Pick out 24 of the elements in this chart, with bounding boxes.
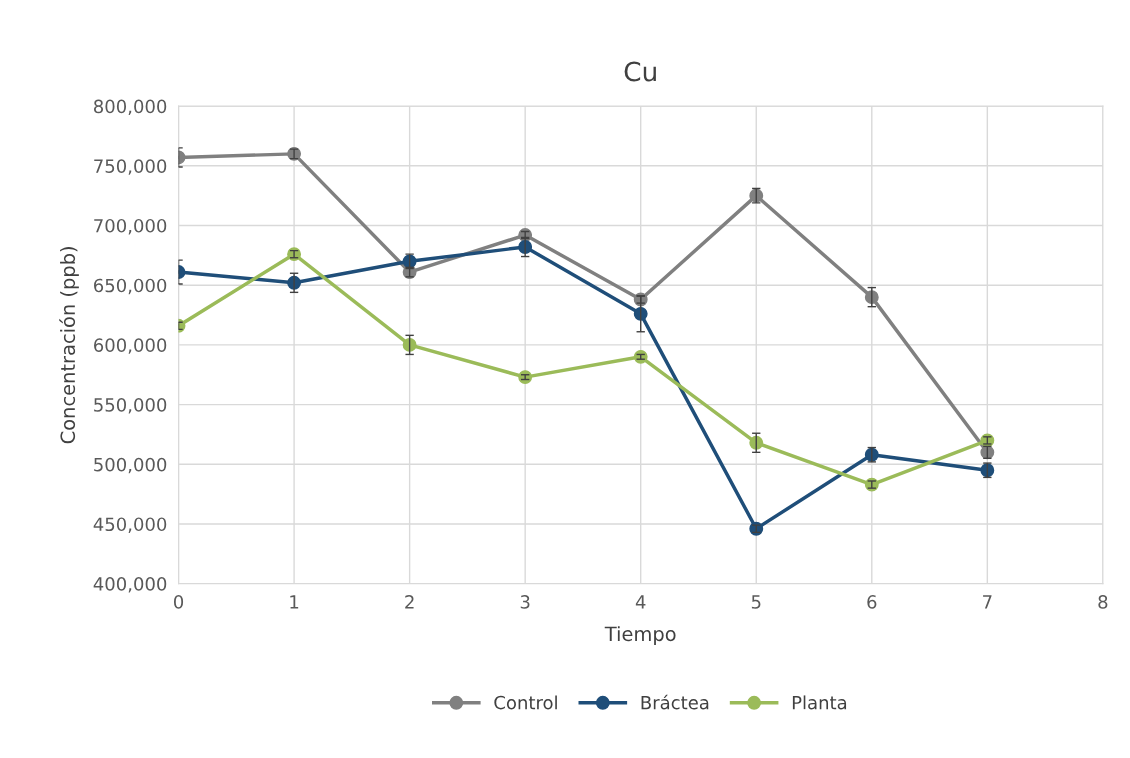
legend-label: Bráctea <box>641 694 709 710</box>
y-axis-title: Concentración (ppb) <box>59 247 79 444</box>
chart-title: Cu <box>624 61 656 82</box>
y-tick-label: 750,000 <box>94 159 167 175</box>
y-tick-label: 600,000 <box>94 338 167 354</box>
y-tick-label: 450,000 <box>93 517 167 533</box>
x-tick-label: 6 <box>867 595 877 609</box>
y-tick-label: 700,000 <box>94 218 167 235</box>
x-tick-label: 3 <box>520 595 530 609</box>
legend-label: Control <box>494 695 557 710</box>
y-tick-label: 800,000 <box>93 99 167 116</box>
x-tick-label: 4 <box>635 595 646 609</box>
y-tick-label: 550,000 <box>94 398 167 414</box>
x-axis-title: Tiempo <box>604 626 676 645</box>
y-tick-label: 400,000 <box>93 577 167 593</box>
y-tick-label: 650,000 <box>94 278 167 295</box>
y-tick-label: 500,000 <box>94 457 167 474</box>
x-tick-label: 5 <box>751 595 761 609</box>
x-tick-label: 8 <box>1098 595 1108 609</box>
x-tick-label: 0 <box>173 595 184 609</box>
legend-label: Planta <box>792 695 847 710</box>
x-tick-label: 7 <box>983 595 992 609</box>
x-tick-label: 2 <box>405 595 414 609</box>
x-tick-label: 1 <box>290 595 299 609</box>
